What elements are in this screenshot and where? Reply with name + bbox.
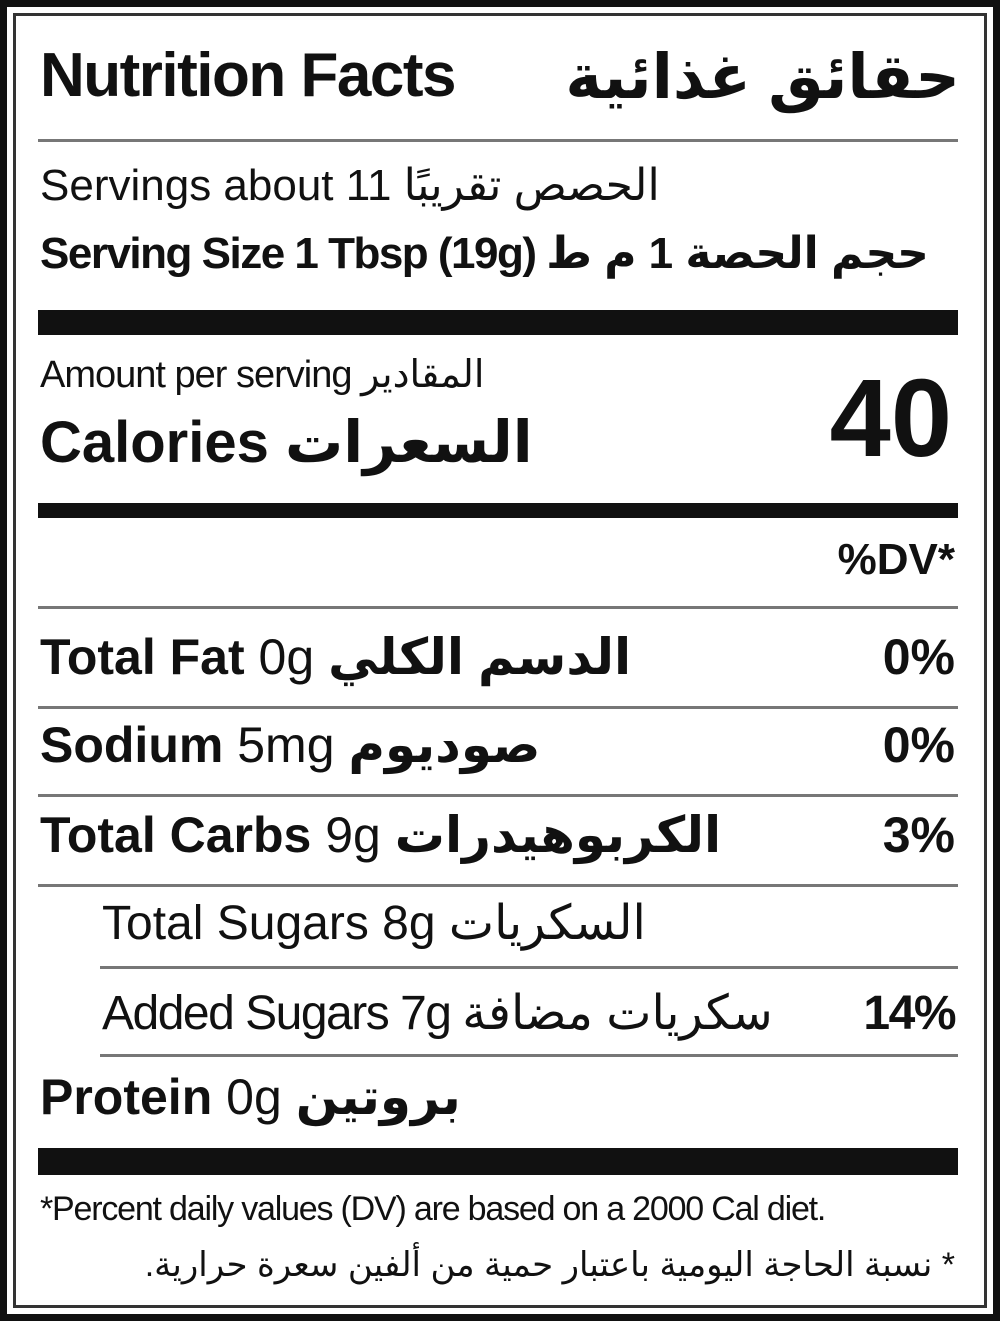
nutrient-row-total-sugars: Total Sugars 8g السكريات bbox=[102, 895, 955, 951]
nutrient-amount: 7g bbox=[400, 987, 452, 1040]
nutrient-row-total-fat: Total Fat 0g الدسم الكلي 0% bbox=[40, 628, 955, 686]
nutrient-name: Added Sugars bbox=[102, 987, 390, 1040]
title-ar: حقائق غذائية bbox=[565, 43, 961, 112]
nutrient-name: Total Sugars bbox=[102, 897, 369, 950]
nutrient-name-ar: بروتين bbox=[295, 1069, 461, 1125]
serving-size-ar: حجم الحصة 1 م ط bbox=[546, 229, 930, 278]
divider bbox=[100, 966, 958, 969]
nutrient-name-ar: الكربوهيدرات bbox=[394, 807, 722, 863]
thick-divider bbox=[38, 503, 958, 518]
dv-header: %DV* bbox=[837, 535, 955, 584]
title-en: Nutrition Facts bbox=[40, 41, 456, 110]
servings-ar: الحصص تقريبًا bbox=[403, 161, 660, 210]
nutrient-name: Sodium bbox=[40, 717, 224, 773]
nutrient-row-protein: Protein 0g بروتين bbox=[40, 1068, 955, 1126]
serving-size-en: Serving Size 1 Tbsp (19g) bbox=[40, 229, 537, 278]
nutrient-name: Protein bbox=[40, 1069, 213, 1125]
calories-en: Calories bbox=[40, 410, 269, 475]
nutrient-name-ar: السكريات bbox=[448, 897, 646, 950]
nutrient-dv: 14% bbox=[863, 987, 956, 1040]
divider bbox=[38, 884, 958, 887]
nutrient-amount: 0g bbox=[226, 1069, 282, 1125]
nutrient-dv: 0% bbox=[882, 717, 955, 773]
footnote-ar: * نسبة الحاجة اليومية باعتبار حمية من أل… bbox=[144, 1246, 955, 1284]
servings: Servings about 11 الحصص تقريبًا bbox=[40, 160, 660, 211]
divider bbox=[38, 606, 958, 609]
nutrient-name: Total Carbs bbox=[40, 807, 312, 863]
amount-per-serving: Amount per serving المقادير bbox=[40, 352, 485, 397]
nutrient-name-ar: صوديوم bbox=[348, 717, 541, 773]
calories-ar: السعرات bbox=[285, 410, 533, 475]
nutrient-row-sodium: Sodium 5mg صوديوم 0% bbox=[40, 716, 955, 774]
nutrient-name: Total Fat bbox=[40, 629, 245, 685]
nutrient-amount: 9g bbox=[325, 807, 381, 863]
nutrient-amount: 5mg bbox=[237, 717, 335, 773]
calories-value: 40 bbox=[829, 357, 952, 480]
servings-en: Servings about 11 bbox=[40, 161, 392, 210]
divider bbox=[38, 706, 958, 709]
nutrient-name-ar: الدسم الكلي bbox=[328, 629, 632, 685]
calories-label: Calories السعرات bbox=[40, 408, 533, 476]
thick-divider bbox=[38, 310, 958, 335]
thick-divider bbox=[38, 1148, 958, 1175]
nutrient-name-ar: سكريات مضافة bbox=[462, 987, 774, 1040]
nutrient-dv: 0% bbox=[882, 629, 955, 685]
amount-per-serving-en: Amount per serving bbox=[40, 354, 352, 396]
divider bbox=[100, 1054, 958, 1057]
nutrient-dv: 3% bbox=[882, 807, 955, 863]
nutrient-row-added-sugars: Added Sugars 7g سكريات مضافة 14% bbox=[102, 985, 956, 1041]
label-inner-border bbox=[13, 13, 987, 1308]
title: Nutrition Facts حقائق غذائية bbox=[40, 40, 961, 113]
divider bbox=[38, 794, 958, 797]
serving-size: Serving Size 1 Tbsp (19g) حجم الحصة 1 م … bbox=[40, 228, 930, 279]
divider bbox=[38, 139, 958, 142]
footnote-en: *Percent daily values (DV) are based on … bbox=[40, 1190, 826, 1228]
nutrient-amount: 8g bbox=[382, 897, 436, 950]
nutrient-row-total-carbs: Total Carbs 9g الكربوهيدرات 3% bbox=[40, 806, 955, 864]
nutrient-amount: 0g bbox=[258, 629, 315, 685]
amount-per-serving-ar: المقادير bbox=[361, 354, 485, 396]
